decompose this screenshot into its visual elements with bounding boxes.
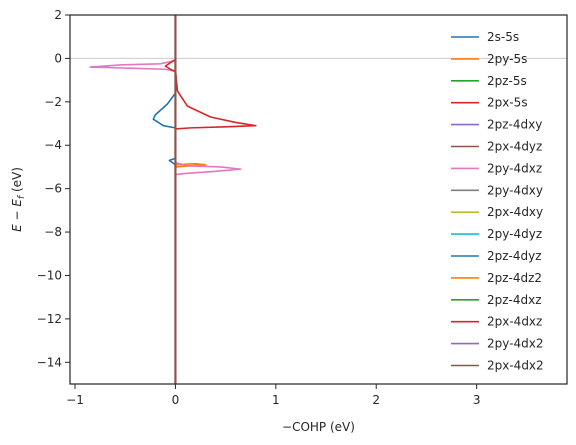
legend-entry: 2py-4dxy (487, 183, 543, 197)
legend-entry: 2s-5s (487, 30, 519, 44)
series-line-2py-5s (174, 15, 207, 384)
y-axis-label: E − Ef (eV) (10, 167, 27, 232)
series-line-2s-5s (152, 15, 177, 384)
legend-entry: 2px-4dxy (487, 205, 543, 219)
legend-entry: 2pz-4dxz (487, 293, 542, 307)
y-tick-label: 0 (54, 51, 62, 65)
legend-entry: 2py-4dx2 (487, 337, 543, 351)
y-tick-label: −6 (44, 182, 62, 196)
y-axis-label-sub: f (17, 194, 27, 199)
legend-entry: 2px-4dyz (487, 140, 542, 154)
y-tick-label: −2 (44, 95, 62, 109)
legend-entry: 2px-5s (487, 96, 528, 110)
legend-entry: 2py-5s (487, 52, 527, 66)
y-axis-label-main: E − E (10, 199, 24, 232)
y-tick-label: −12 (37, 312, 62, 326)
legend-entry: 2px-4dxz (487, 315, 542, 329)
x-tick-label: 1 (272, 393, 280, 407)
legend-entry: 2py-4dxz (487, 161, 542, 175)
y-tick-label: 2 (54, 8, 62, 22)
legend-entry: 2pz-4dxy (487, 118, 542, 132)
x-tick-label: 3 (473, 393, 481, 407)
plot-frame (69, 14, 568, 385)
legend: 2s-5s 2py-5s 2pz-5s 2px-5s 2pz-4dxy 2px-4dyz 2… (451, 30, 544, 373)
x-tick-label: 0 (172, 393, 180, 407)
y-tick-label: −8 (44, 225, 62, 239)
x-tick-label: −1 (66, 393, 84, 407)
legend-entry: 2px-4dx2 (487, 359, 544, 373)
y-axis-label-unit: (eV) (10, 167, 24, 196)
series-line-2py-4dxz (89, 15, 242, 384)
x-axis-label: −COHP (eV) (282, 420, 355, 434)
x-tick-label: 2 (372, 393, 380, 407)
legend-entry: 2pz-5s (487, 74, 527, 88)
legend-entry: 2pz-4dz2 (487, 271, 542, 285)
y-tick-label: −14 (37, 355, 62, 369)
legend-entry: 2pz-4dyz (487, 249, 542, 263)
legend-entry: 2py-4dyz (487, 227, 542, 241)
y-tick-label: −10 (37, 268, 62, 282)
y-tick-label: −4 (44, 138, 62, 152)
series-line-2px-5s (174, 15, 257, 384)
